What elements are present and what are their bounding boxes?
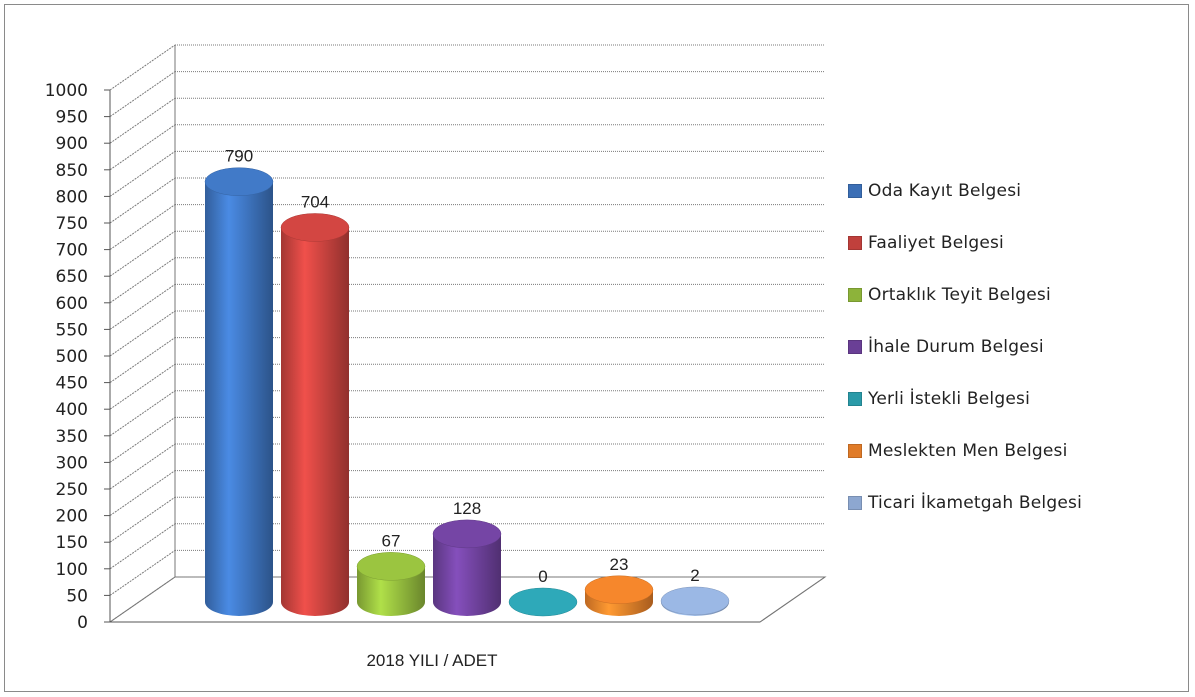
y-tick-label: 700: [56, 241, 88, 261]
y-tick-label: 450: [56, 374, 88, 394]
y-tick-label: 600: [56, 294, 88, 314]
legend-label: Ortaklık Teyit Belgesi: [868, 285, 1051, 305]
data-label: 704: [301, 192, 329, 211]
legend-item: Meslekten Men Belgesi: [848, 438, 1068, 464]
gridline-side: [109, 230, 176, 277]
y-tick-label: 550: [56, 320, 88, 340]
data-label: 23: [610, 555, 629, 574]
gridline-side: [109, 283, 176, 330]
bar-7: [660, 586, 730, 616]
bar-1: [204, 167, 274, 616]
y-tick-label: 250: [56, 480, 88, 500]
gridline-side: [109, 390, 176, 437]
gridline-side: [109, 204, 176, 251]
y-tick-label: 150: [56, 533, 88, 553]
bar-5: [508, 587, 578, 617]
data-label: 0: [538, 567, 547, 586]
y-tick-label: 1000: [45, 81, 88, 101]
y-tick-label: 750: [56, 214, 88, 234]
legend-label: Faaliyet Belgesi: [868, 233, 1004, 253]
bar-top: [508, 587, 578, 617]
legend-label: İhale Durum Belgesi: [868, 337, 1044, 357]
gridline-side: [109, 363, 176, 410]
bar-top: [356, 552, 426, 581]
legend-swatch: [848, 236, 862, 250]
y-tick-label: 0: [77, 613, 88, 633]
bar-top: [432, 519, 502, 549]
gridline-side: [109, 44, 176, 91]
bar-top: [280, 213, 350, 242]
bar-6: [584, 575, 654, 616]
gridline-side: [109, 257, 176, 304]
gridline-side: [109, 310, 176, 357]
y-tick-label: 650: [56, 267, 88, 287]
bar-body: [281, 227, 349, 617]
bar-body: [205, 181, 273, 616]
legend-label: Ticari İkametgah Belgesi: [868, 493, 1082, 513]
y-tick-label: 400: [56, 400, 88, 420]
bar-body: [433, 533, 501, 616]
gridline-side: [109, 443, 176, 490]
gridline-side: [109, 97, 176, 144]
gridline-side: [109, 576, 176, 623]
gridline-side: [109, 124, 176, 171]
y-tick-label: 300: [56, 453, 88, 473]
floor-right-edge: [759, 576, 826, 623]
data-label: 2: [690, 566, 699, 585]
gridline-side: [109, 470, 176, 517]
legend-swatch: [848, 340, 862, 354]
x-category-label: 2018 YILI / ADET: [366, 651, 497, 670]
y-tick-label: 900: [56, 134, 88, 154]
legend-label: Meslekten Men Belgesi: [868, 441, 1068, 461]
gridline-side: [109, 549, 176, 596]
bar-top: [204, 167, 274, 196]
gridline-side: [109, 71, 176, 118]
gridline-side: [109, 523, 176, 570]
data-label: 128: [453, 499, 481, 518]
y-tick-label: 100: [56, 560, 88, 580]
legend-swatch: [848, 496, 862, 510]
bar-4: [432, 519, 502, 616]
bar-top: [660, 586, 730, 616]
legend-item: Faaliyet Belgesi: [848, 230, 1004, 256]
legend-swatch: [848, 392, 862, 406]
gridline-side: [109, 177, 176, 224]
legend-label: Yerli İstekli Belgesi: [868, 389, 1030, 409]
legend-item: Ortaklık Teyit Belgesi: [848, 282, 1051, 308]
data-label: 790: [225, 147, 253, 166]
y-tick-label: 800: [56, 187, 88, 207]
gridline-side: [109, 337, 176, 384]
gridline-side: [109, 496, 176, 543]
legend-item: Oda Kayıt Belgesi: [848, 178, 1021, 204]
legend-swatch: [848, 184, 862, 198]
legend-swatch: [848, 288, 862, 302]
data-label: 67: [382, 531, 401, 550]
y-tick-label: 200: [56, 507, 88, 527]
gridline-side: [109, 150, 176, 197]
legend-swatch: [848, 444, 862, 458]
legend-item: İhale Durum Belgesi: [848, 334, 1044, 360]
legend-item: Ticari İkametgah Belgesi: [848, 490, 1082, 516]
y-tick-label: 500: [56, 347, 88, 367]
gridline-side: [109, 416, 176, 463]
bar-3: [356, 552, 426, 616]
y-tick-label: 850: [56, 161, 88, 181]
legend-label: Oda Kayıt Belgesi: [868, 181, 1022, 201]
y-tick-label: 50: [66, 586, 88, 606]
legend-item: Yerli İstekli Belgesi: [848, 386, 1030, 412]
y-tick-label: 350: [56, 427, 88, 447]
bar-top: [584, 575, 654, 605]
y-tick-label: 950: [56, 108, 88, 128]
bar-2: [280, 213, 350, 617]
